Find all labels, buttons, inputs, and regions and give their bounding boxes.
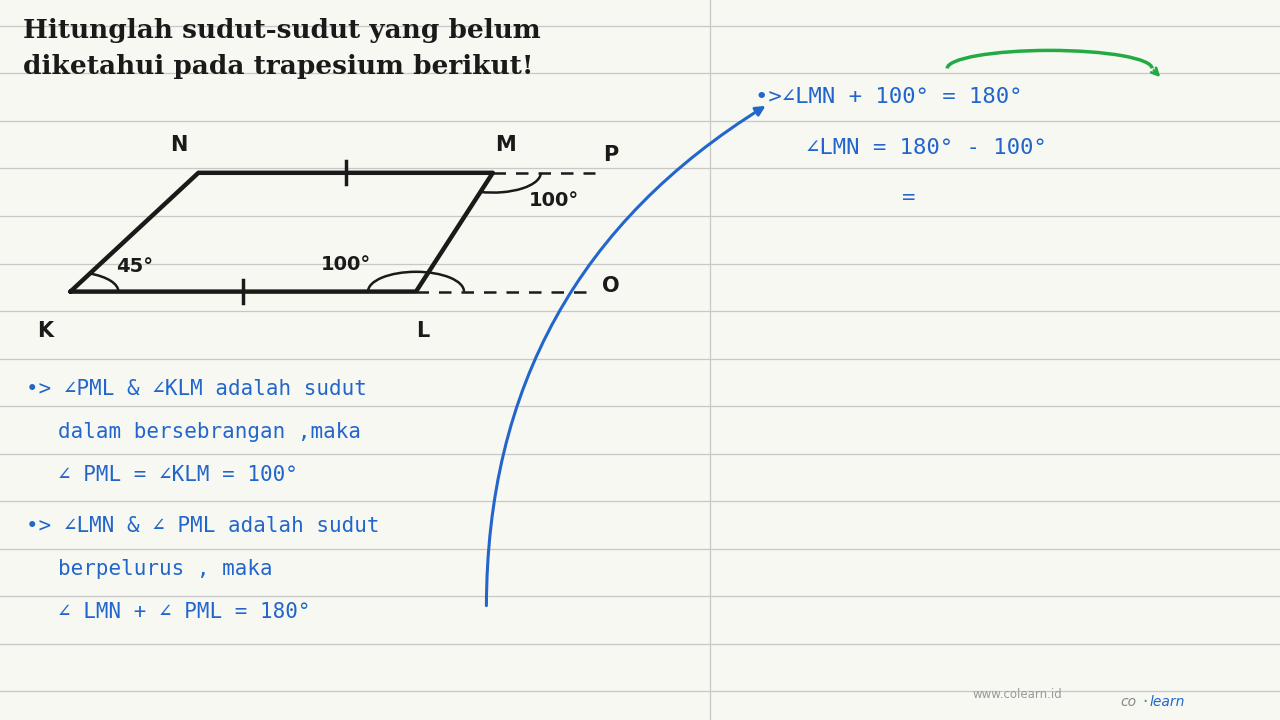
Text: L: L xyxy=(416,321,429,341)
Text: berpelurus , maka: berpelurus , maka xyxy=(58,559,273,579)
Text: www.colearn.id: www.colearn.id xyxy=(973,688,1062,701)
Text: •> ∠PML & ∠KLM adalah sudut: •> ∠PML & ∠KLM adalah sudut xyxy=(26,379,366,399)
FancyArrowPatch shape xyxy=(486,108,763,606)
Text: 100°: 100° xyxy=(320,255,371,274)
Text: co: co xyxy=(1120,695,1137,709)
Text: 100°: 100° xyxy=(529,191,580,210)
Text: N: N xyxy=(170,135,188,156)
Text: P: P xyxy=(603,145,618,165)
Text: K: K xyxy=(37,321,52,341)
Text: diketahui pada trapesium berikut!: diketahui pada trapesium berikut! xyxy=(23,54,534,79)
Text: M: M xyxy=(495,135,516,156)
Text: dalam bersebrangan ,maka: dalam bersebrangan ,maka xyxy=(58,422,361,442)
Text: =: = xyxy=(902,188,915,208)
Text: Hitunglah sudut-sudut yang belum: Hitunglah sudut-sudut yang belum xyxy=(23,18,540,43)
Text: ∠ LMN + ∠ PML = 180°: ∠ LMN + ∠ PML = 180° xyxy=(58,602,310,622)
Text: •> ∠LMN & ∠ PML adalah sudut: •> ∠LMN & ∠ PML adalah sudut xyxy=(26,516,379,536)
Text: ·: · xyxy=(1142,693,1147,711)
Text: learn: learn xyxy=(1149,695,1185,709)
Text: ∠ PML = ∠KLM = 100°: ∠ PML = ∠KLM = 100° xyxy=(58,465,297,485)
Text: ∠LMN = 180° - 100°: ∠LMN = 180° - 100° xyxy=(806,138,1047,158)
Text: 45°: 45° xyxy=(115,257,154,276)
Text: •>∠LMN + 100° = 180°: •>∠LMN + 100° = 180° xyxy=(755,87,1023,107)
Text: O: O xyxy=(602,276,620,296)
